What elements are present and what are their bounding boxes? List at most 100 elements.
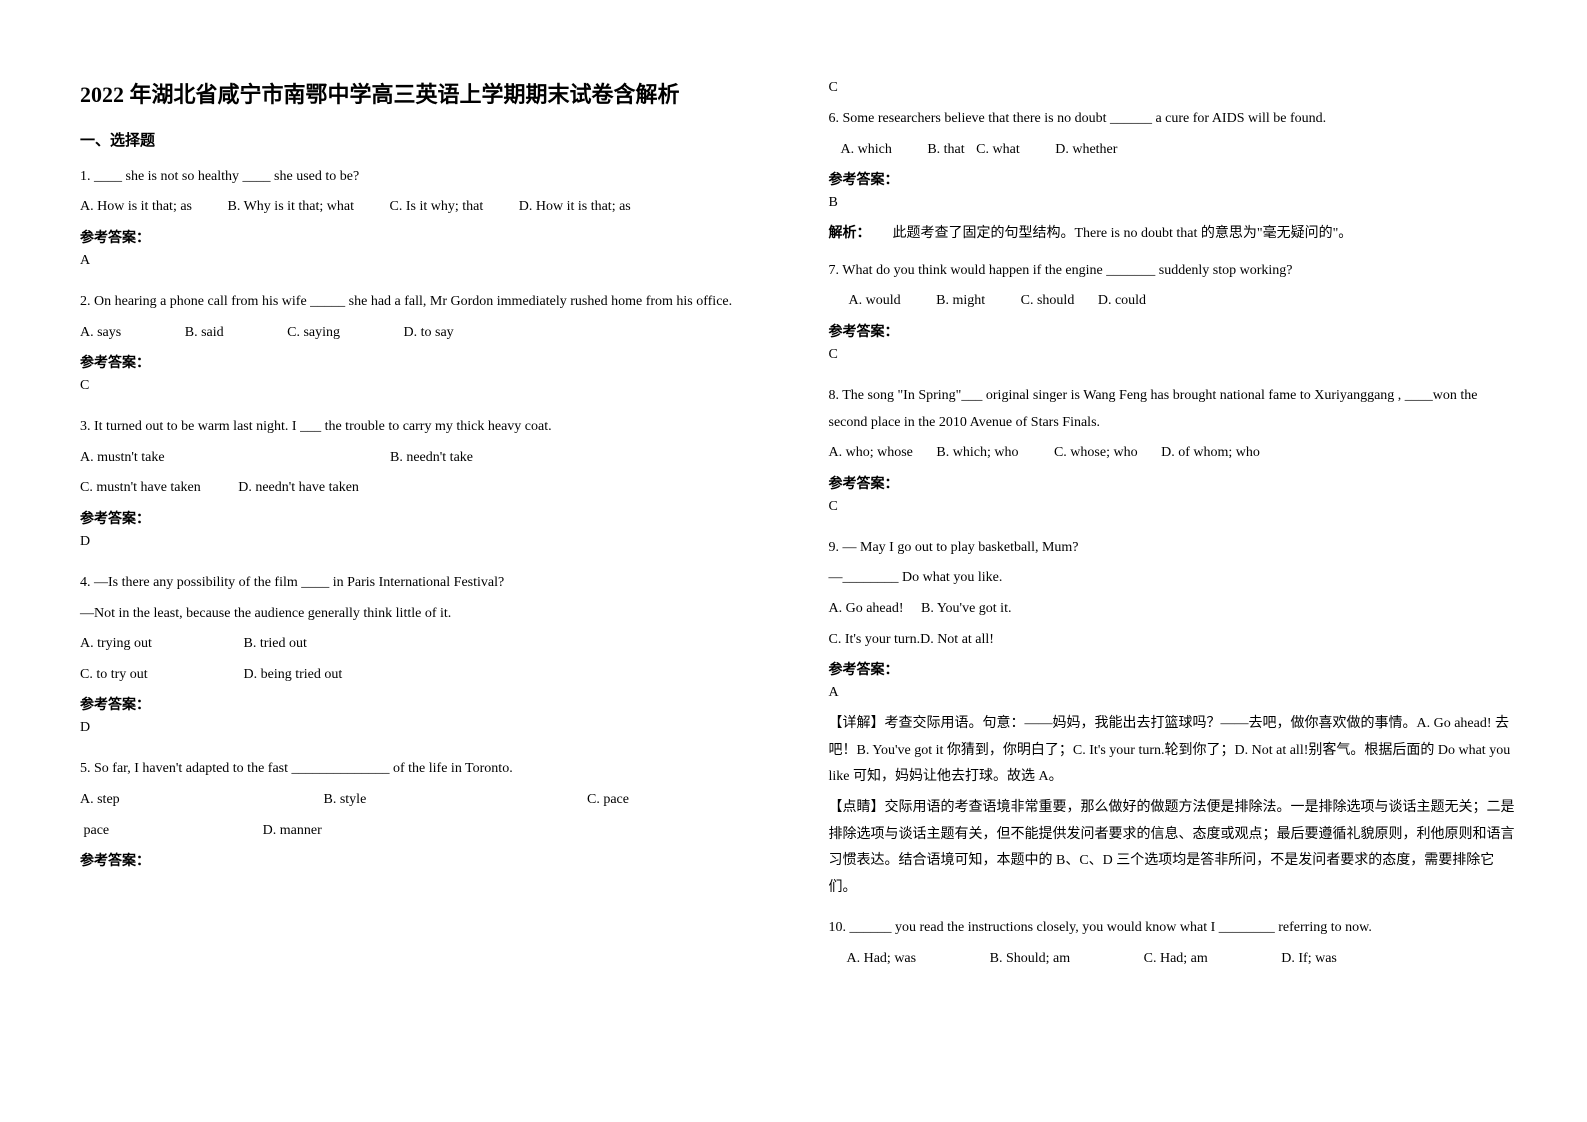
option-c: C. whose; who bbox=[1054, 440, 1138, 467]
answer-value: C bbox=[829, 499, 1518, 515]
option-a: A. Had; was bbox=[847, 946, 917, 973]
option-d: D. If; was bbox=[1281, 946, 1337, 973]
question-text: 2. On hearing a phone call from his wife… bbox=[80, 289, 769, 316]
question-text: 10. ______ you read the instructions clo… bbox=[829, 915, 1518, 942]
option-d: D. of whom; who bbox=[1161, 440, 1260, 467]
option-d: D. How it is that; as bbox=[519, 194, 631, 221]
question-options-row1: A. mustn't take B. needn't take bbox=[80, 445, 769, 472]
question-9: 9. — May I go out to play basketball, Mu… bbox=[829, 535, 1518, 906]
option-a: A. which bbox=[841, 137, 892, 164]
hint-text: 交际用语的考查语境非常重要，那么做好的做题方法便是排除法。一是排除选项与谈话主题… bbox=[829, 800, 1515, 895]
question-text-2: —Not in the least, because the audience … bbox=[80, 601, 769, 628]
detail-block: 【详解】考查交际用语。句意：——妈妈，我能出去打篮球吗？——去吧，做你喜欢做的事… bbox=[829, 711, 1518, 791]
question-text: 1. ____ she is not so healthy ____ she u… bbox=[80, 164, 769, 191]
answer-value: A bbox=[829, 685, 1518, 701]
option-c: C. what bbox=[976, 137, 1020, 164]
question-5: 5. So far, I haven't adapted to the fast… bbox=[80, 756, 769, 876]
option-a: A. says bbox=[80, 320, 121, 347]
question-options: A. How is it that; as B. Why is it that;… bbox=[80, 194, 769, 221]
option-d: D. whether bbox=[1055, 137, 1117, 164]
answer-value: A bbox=[80, 253, 769, 269]
option-b: B. tried out bbox=[244, 636, 307, 651]
answer-label: 参考答案： bbox=[80, 850, 769, 870]
question-10: 10. ______ you read the instructions clo… bbox=[829, 915, 1518, 976]
option-b: B. which; who bbox=[936, 440, 1018, 467]
right-column: C 6. Some researchers believe that there… bbox=[829, 80, 1518, 1082]
question-options: A. who; whose B. which; who C. whose; wh… bbox=[829, 440, 1518, 467]
question-6: 6. Some researchers believe that there i… bbox=[829, 106, 1518, 248]
section-header: 一、选择题 bbox=[80, 129, 769, 150]
answer-value: B bbox=[829, 195, 1518, 211]
answer-label: 参考答案： bbox=[829, 169, 1518, 189]
analysis-text: 此题考查了固定的句型结构。There is no doubt that 的意思为… bbox=[893, 226, 1353, 241]
question-options: A. which B. that C. what D. whether bbox=[841, 137, 1518, 164]
question-options: A. Had; was B. Should; am C. Had; am D. … bbox=[847, 946, 1518, 973]
option-a: A. Go ahead! bbox=[829, 601, 904, 616]
option-c: C. mustn't have taken bbox=[80, 480, 201, 495]
answer-value: C bbox=[80, 378, 769, 394]
question-options: A. says B. said C. saying D. to say bbox=[80, 320, 769, 347]
analysis-block: 解析： 此题考查了固定的句型结构。There is no doubt that … bbox=[829, 221, 1518, 248]
document-title: 2022 年湖北省咸宁市南鄂中学高三英语上学期期末试卷含解析 bbox=[80, 80, 769, 111]
option-d: D. could bbox=[1098, 288, 1146, 315]
option-b: B. Should; am bbox=[990, 946, 1071, 973]
answer-value: D bbox=[80, 534, 769, 550]
hint-label: 【点睛】 bbox=[829, 800, 885, 815]
answer-label: 参考答案： bbox=[80, 694, 769, 714]
question-options-row1: A. Go ahead! B. You've got it. bbox=[829, 596, 1518, 623]
question-text-2: —________ Do what you like. bbox=[829, 565, 1518, 592]
answer-label: 参考答案： bbox=[80, 352, 769, 372]
question-options: A. would B. might C. should D. could bbox=[849, 288, 1518, 315]
option-d: D. needn't have taken bbox=[238, 480, 359, 495]
option-b: B. might bbox=[936, 288, 985, 315]
option-b: B. Why is it that; what bbox=[228, 194, 355, 221]
option-d: D. Not at all! bbox=[920, 632, 994, 647]
option-a: A. mustn't take bbox=[80, 445, 390, 472]
question-options-row1: A. trying out B. tried out bbox=[80, 631, 769, 658]
question-8: 8. The song "In Spring"___ original sing… bbox=[829, 383, 1518, 525]
question-options-row2: C. It's your turn.D. Not at all! bbox=[829, 627, 1518, 654]
option-c: C. Is it why; that bbox=[390, 194, 484, 221]
option-b: B. that bbox=[927, 137, 964, 164]
option-b: B. needn't take bbox=[390, 445, 473, 472]
question-options: A. step B. style C. pace bbox=[80, 787, 769, 814]
option-c: C. saying bbox=[287, 320, 340, 347]
question-options-row2: C. mustn't have taken D. needn't have ta… bbox=[80, 475, 769, 502]
answer-label: 参考答案： bbox=[829, 321, 1518, 341]
option-b: B. style bbox=[324, 787, 584, 814]
analysis-label: 解析： bbox=[829, 226, 871, 241]
detail-label: 【详解】 bbox=[829, 716, 885, 731]
answer-label: 参考答案： bbox=[829, 473, 1518, 493]
option-b: B. You've got it. bbox=[921, 601, 1011, 616]
option-c: C. pace bbox=[587, 792, 629, 807]
option-a: A. would bbox=[849, 288, 901, 315]
question-text: 6. Some researchers believe that there i… bbox=[829, 106, 1518, 133]
question-2: 2. On hearing a phone call from his wife… bbox=[80, 289, 769, 404]
option-d: D. manner bbox=[263, 818, 322, 845]
option-c: C. to try out bbox=[80, 662, 240, 689]
question-options-row2: pace D. manner bbox=[80, 818, 769, 845]
option-c: C. It's your turn. bbox=[829, 632, 921, 647]
option-a: A. How is it that; as bbox=[80, 194, 192, 221]
answer-value-q5: C bbox=[829, 80, 1518, 96]
answer-value: D bbox=[80, 720, 769, 736]
option-c: C. should bbox=[1021, 288, 1075, 315]
question-text: 8. The song "In Spring"___ original sing… bbox=[829, 383, 1518, 436]
option-c-pace: pace bbox=[84, 818, 110, 845]
option-a: A. who; whose bbox=[829, 440, 913, 467]
hint-block: 【点睛】交际用语的考查语境非常重要，那么做好的做题方法便是排除法。一是排除选项与… bbox=[829, 795, 1518, 901]
option-d: D. to say bbox=[404, 320, 454, 347]
question-options-row2: C. to try out D. being tried out bbox=[80, 662, 769, 689]
option-c: C. Had; am bbox=[1144, 946, 1208, 973]
option-d: D. being tried out bbox=[244, 667, 343, 682]
question-text: 4. —Is there any possibility of the film… bbox=[80, 570, 769, 597]
question-1: 1. ____ she is not so healthy ____ she u… bbox=[80, 164, 769, 279]
question-text: 9. — May I go out to play basketball, Mu… bbox=[829, 535, 1518, 562]
question-text: 5. So far, I haven't adapted to the fast… bbox=[80, 756, 769, 783]
option-b: B. said bbox=[185, 320, 224, 347]
option-a: A. step bbox=[80, 787, 320, 814]
answer-label: 参考答案： bbox=[80, 227, 769, 247]
answer-label: 参考答案： bbox=[829, 659, 1518, 679]
question-3: 3. It turned out to be warm last night. … bbox=[80, 414, 769, 560]
detail-text: 考查交际用语。句意：——妈妈，我能出去打篮球吗？——去吧，做你喜欢做的事情。A.… bbox=[829, 716, 1511, 784]
